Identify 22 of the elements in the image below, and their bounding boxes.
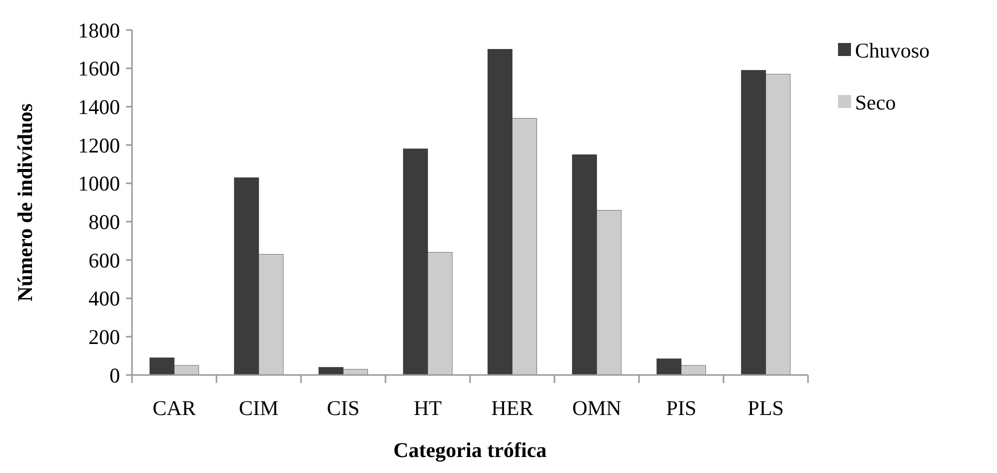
legend-label: Chuvoso	[855, 38, 930, 62]
y-tick-label: 1200	[78, 133, 120, 158]
x-tick-label: CAR	[152, 396, 196, 420]
y-tick-label: 400	[88, 286, 120, 311]
x-tick-label: HER	[491, 396, 534, 420]
x-tick-label: HT	[414, 396, 442, 420]
y-tick-label: 200	[88, 325, 120, 350]
x-tick-label: CIM	[238, 396, 279, 420]
y-tick-label: 1800	[78, 18, 120, 42]
x-axis-title: Categoria trófica	[393, 438, 548, 462]
x-tick-label: PLS	[748, 396, 784, 420]
y-axis-title: Número de indivíduos	[13, 104, 37, 302]
legend-label: Seco	[855, 90, 896, 114]
y-tick-label: 1600	[78, 56, 120, 81]
x-tick-label: CIS	[326, 396, 360, 420]
y-tick-label: 0	[110, 363, 120, 388]
x-tick-label: OMN	[572, 396, 622, 420]
x-tick-label: PIS	[666, 396, 696, 420]
y-tick-label: 1400	[78, 95, 120, 120]
y-tick-label: 1000	[78, 172, 120, 196]
y-tick-label: 800	[88, 210, 120, 234]
y-tick-label: 600	[88, 248, 120, 272]
